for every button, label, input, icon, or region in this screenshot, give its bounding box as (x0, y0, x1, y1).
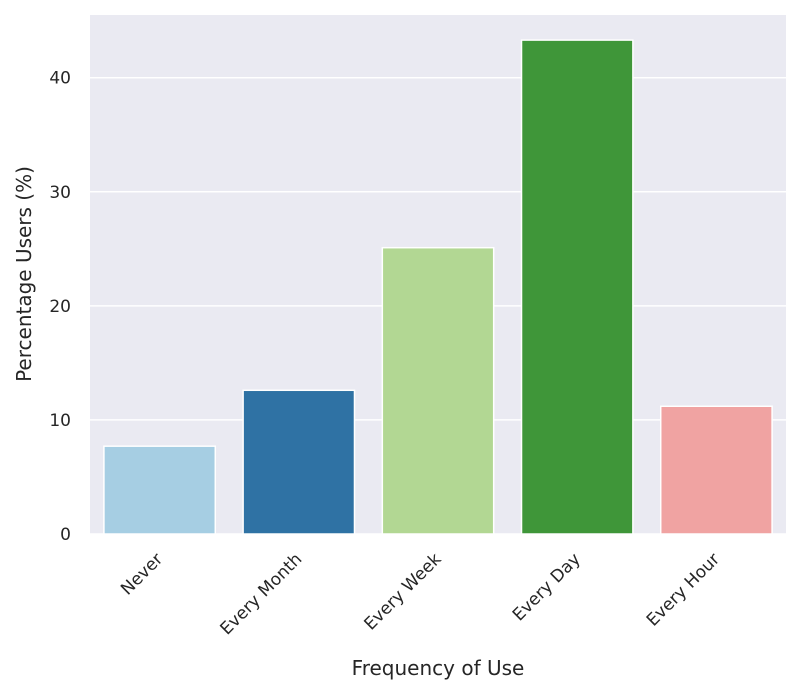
bar-every-week (381, 246, 495, 535)
x-axis-label: Frequency of Use (352, 656, 525, 680)
bar-every-hour (659, 405, 773, 535)
bars (103, 39, 773, 535)
y-tick-label: 20 (49, 297, 71, 317)
bar-every-day (520, 39, 634, 535)
x-tick-label: Every Day (509, 549, 585, 625)
x-tick-label: Every Month (217, 549, 307, 639)
y-tick-label: 10 (49, 411, 71, 431)
y-tick-label: 0 (60, 525, 71, 545)
x-tick-label: Every Week (360, 549, 445, 634)
x-tick-label: Never (117, 549, 167, 599)
x-tick-label: Every Hour (643, 549, 724, 630)
y-tick-label: 30 (49, 183, 71, 203)
bar-never (103, 445, 217, 535)
y-tick-label: 40 (49, 69, 71, 89)
bar-every-month (242, 389, 356, 535)
x-axis-ticks: Never Every Month Every Week Every Day Every… (117, 549, 724, 639)
y-axis-ticks: 0 10 20 30 40 (49, 69, 71, 545)
y-axis-label: Percentage Users (%) (12, 166, 36, 382)
